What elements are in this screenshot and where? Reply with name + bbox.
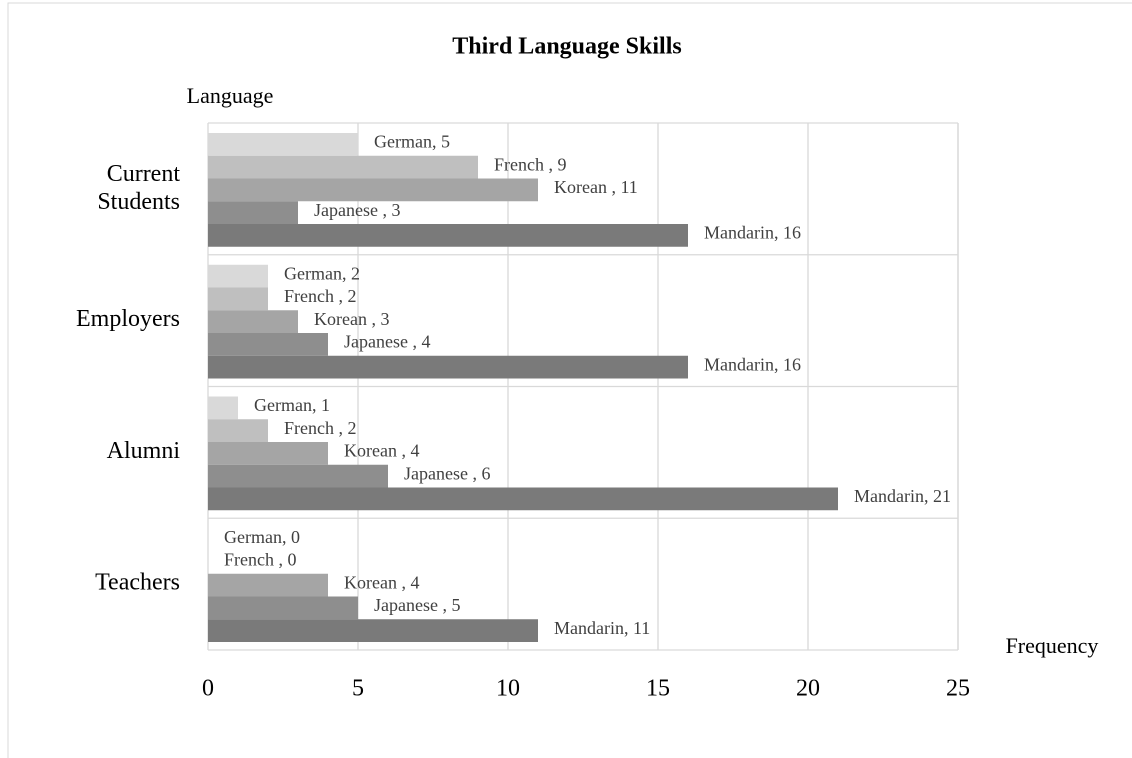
data-label: Korean , 4 (344, 441, 419, 461)
bar (208, 487, 838, 511)
x-tick-label: 25 (946, 676, 970, 702)
data-label: French , 2 (284, 418, 356, 438)
data-label: German, 1 (254, 395, 330, 415)
y-tick-label: Employers (76, 306, 180, 332)
data-label: French , 9 (494, 154, 566, 174)
bar (208, 355, 688, 379)
bar (208, 224, 688, 247)
bar (208, 333, 328, 356)
bar (208, 133, 358, 156)
y-tick-label: Teachers (95, 570, 180, 596)
bar (208, 201, 298, 224)
bar (208, 155, 478, 179)
bar (208, 573, 328, 597)
bar (208, 396, 238, 420)
data-label: German, 5 (374, 132, 450, 152)
data-label: Korean , 3 (314, 309, 389, 329)
data-label: Mandarin, 16 (704, 223, 801, 243)
x-tick-label: 15 (646, 676, 670, 702)
bar (208, 264, 268, 288)
data-label: German, 2 (284, 263, 360, 283)
data-label: Japanese , 5 (374, 595, 460, 615)
y-tick-label: Alumni (107, 438, 181, 464)
data-label: Japanese , 3 (314, 200, 400, 220)
data-label: Mandarin, 21 (854, 486, 951, 506)
chart-frame (7, 2, 1132, 758)
data-label: Japanese , 4 (344, 332, 430, 352)
bar (208, 419, 268, 442)
y-axis-label: Language (187, 83, 274, 108)
chart-title: Third Language Skills (452, 34, 681, 60)
x-axis-label: Frequency (1006, 633, 1099, 658)
data-label: French , 0 (224, 550, 296, 570)
data-label: French , 2 (284, 286, 356, 306)
x-tick-label: 10 (496, 676, 520, 702)
bar (208, 178, 538, 202)
data-label: Mandarin, 16 (704, 354, 801, 374)
y-tick-label: Current Students (97, 160, 180, 214)
x-tick-label: 0 (202, 676, 214, 702)
x-tick-label: 5 (352, 676, 364, 702)
bar (208, 464, 388, 488)
bar (208, 310, 298, 333)
x-tick-label: 20 (796, 676, 820, 702)
bar (208, 596, 358, 620)
data-label: German, 0 (224, 527, 300, 547)
data-label: Korean , 4 (344, 572, 419, 592)
bar (208, 287, 268, 311)
data-label: Korean , 11 (554, 177, 638, 197)
data-label: Mandarin, 11 (554, 618, 650, 638)
data-label: Japanese , 6 (404, 463, 490, 483)
bar (208, 442, 328, 465)
bar (208, 619, 538, 642)
